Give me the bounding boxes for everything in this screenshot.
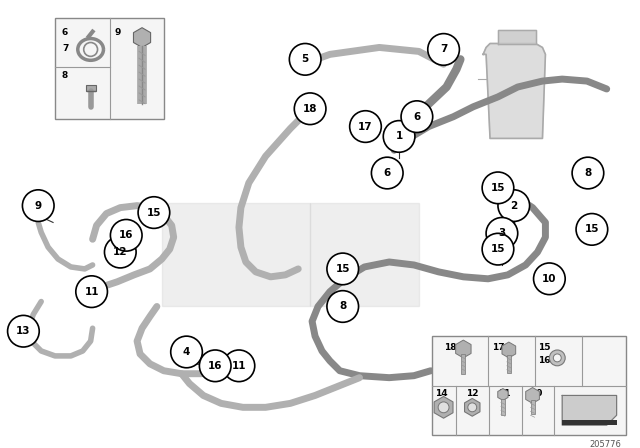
Circle shape	[572, 157, 604, 189]
Circle shape	[438, 402, 449, 413]
Text: 12: 12	[113, 247, 127, 257]
Text: 16: 16	[119, 230, 134, 240]
Text: 2: 2	[510, 201, 517, 211]
Circle shape	[468, 403, 477, 412]
Polygon shape	[310, 202, 419, 306]
Text: 15: 15	[584, 224, 599, 234]
Text: 8: 8	[584, 168, 591, 178]
Bar	[86, 85, 95, 91]
Circle shape	[383, 121, 415, 152]
Polygon shape	[483, 43, 545, 138]
Text: 18: 18	[444, 343, 456, 352]
Text: 18: 18	[303, 104, 317, 114]
Text: 1: 1	[396, 131, 403, 142]
Circle shape	[576, 214, 608, 245]
Polygon shape	[498, 30, 536, 43]
Circle shape	[84, 43, 97, 56]
Text: 11: 11	[84, 287, 99, 297]
Text: 15: 15	[335, 264, 350, 274]
Text: 9: 9	[35, 201, 42, 211]
Bar	[507, 355, 511, 373]
Circle shape	[486, 218, 518, 249]
Text: 17: 17	[358, 121, 372, 132]
Bar	[562, 420, 616, 425]
Text: 11: 11	[232, 361, 246, 371]
Text: 4: 4	[183, 347, 190, 357]
Circle shape	[482, 172, 514, 204]
Text: 8: 8	[62, 71, 68, 80]
Text: 7: 7	[440, 44, 447, 55]
Circle shape	[554, 354, 561, 362]
Circle shape	[111, 220, 142, 251]
Circle shape	[76, 276, 108, 307]
Polygon shape	[162, 202, 310, 306]
Text: 15: 15	[147, 207, 161, 218]
Circle shape	[104, 236, 136, 268]
Text: 12: 12	[467, 388, 479, 397]
Circle shape	[171, 336, 202, 368]
Text: 6: 6	[413, 112, 420, 122]
Text: 10: 10	[542, 274, 557, 284]
Text: 7: 7	[62, 44, 68, 53]
Circle shape	[327, 253, 358, 285]
Text: 6: 6	[383, 168, 391, 178]
Circle shape	[200, 350, 231, 382]
Circle shape	[294, 93, 326, 125]
Bar	[531, 401, 534, 414]
Circle shape	[401, 101, 433, 133]
Circle shape	[138, 197, 170, 228]
Text: 16: 16	[208, 361, 223, 371]
Text: 17: 17	[492, 343, 505, 352]
Text: 10: 10	[529, 388, 542, 397]
Text: 9: 9	[115, 28, 121, 37]
Polygon shape	[562, 396, 616, 425]
Text: 8: 8	[339, 302, 346, 311]
Circle shape	[289, 43, 321, 75]
Circle shape	[223, 350, 255, 382]
Circle shape	[327, 291, 358, 322]
Circle shape	[534, 263, 565, 295]
Bar	[432, 336, 627, 435]
Text: 11: 11	[498, 388, 511, 397]
Text: 16: 16	[538, 356, 551, 365]
Bar	[55, 18, 164, 119]
Bar	[501, 400, 505, 415]
Circle shape	[22, 190, 54, 221]
Text: 14: 14	[435, 388, 447, 397]
Circle shape	[482, 233, 514, 265]
Text: 3: 3	[499, 228, 506, 238]
Text: 6: 6	[62, 28, 68, 37]
Text: 15: 15	[491, 244, 505, 254]
Circle shape	[8, 315, 39, 347]
Circle shape	[498, 190, 529, 221]
Text: 13: 13	[16, 326, 31, 336]
Text: 15: 15	[538, 343, 551, 352]
Circle shape	[349, 111, 381, 142]
Circle shape	[371, 157, 403, 189]
Text: 15: 15	[491, 183, 505, 193]
Circle shape	[549, 350, 565, 366]
Bar	[461, 354, 465, 374]
Circle shape	[428, 34, 460, 65]
Text: 5: 5	[301, 54, 308, 65]
Text: 205776: 205776	[589, 440, 621, 448]
